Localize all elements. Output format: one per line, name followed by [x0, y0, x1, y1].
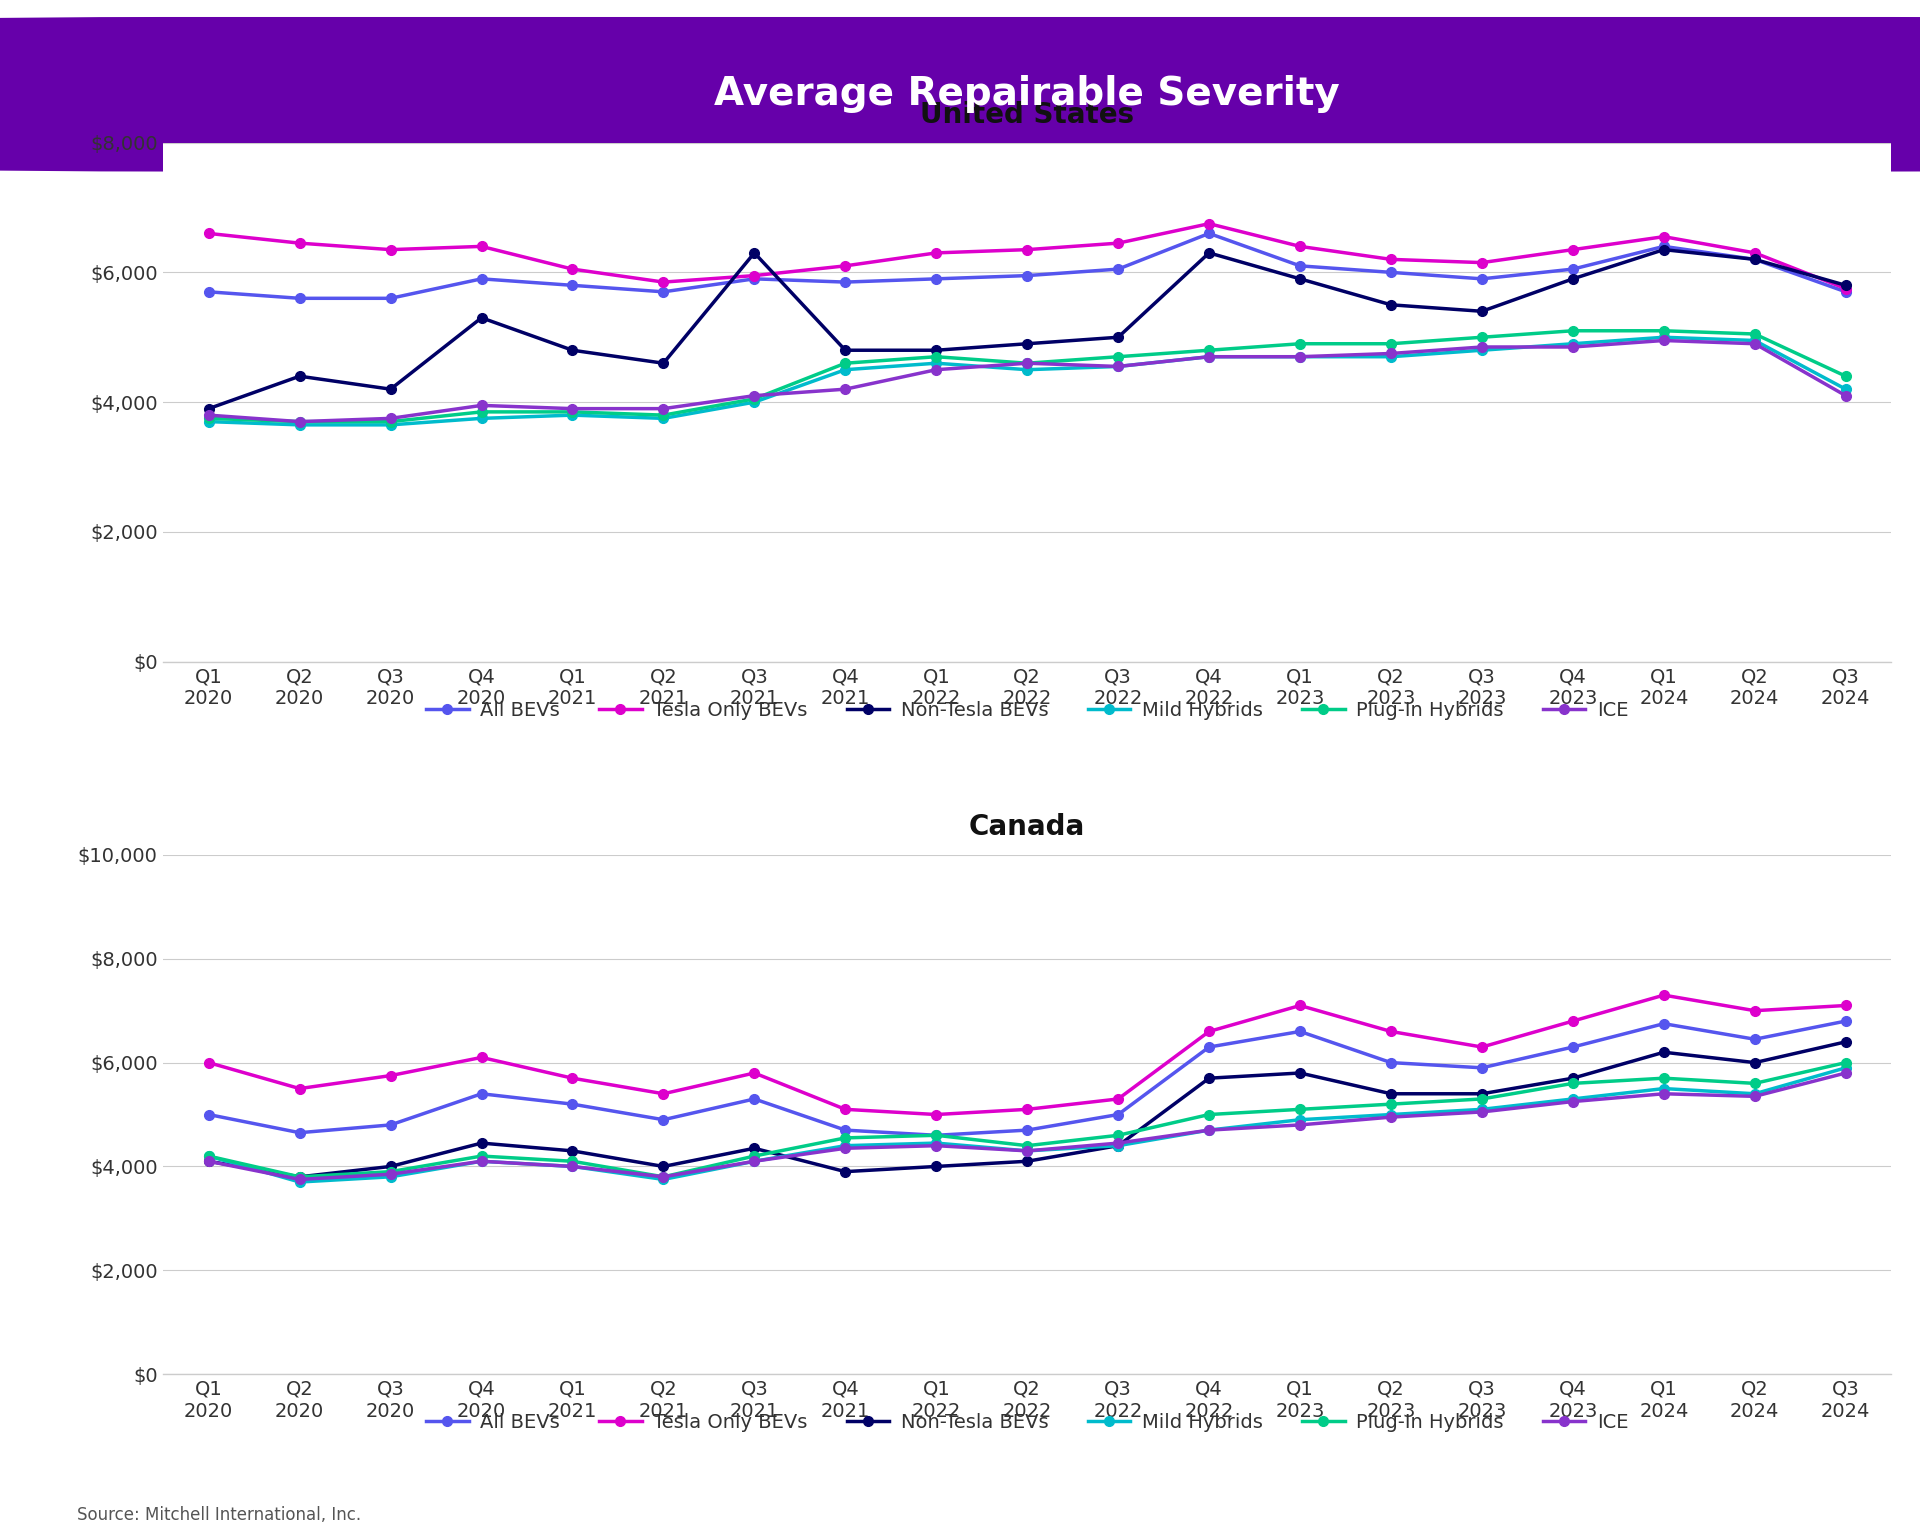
Text: Average Repairable Severity: Average Repairable Severity [714, 75, 1340, 113]
Title: United States: United States [920, 101, 1135, 129]
Title: Canada: Canada [970, 813, 1085, 841]
Legend: All BEVs, Tesla Only BEVs, Non-Tesla BEVs, Mild Hybrids, Plug-In Hybrids, ICE: All BEVs, Tesla Only BEVs, Non-Tesla BEV… [426, 700, 1628, 720]
Text: Source: Mitchell International, Inc.: Source: Mitchell International, Inc. [77, 1506, 361, 1524]
Legend: All BEVs, Tesla Only BEVs, Non-Tesla BEVs, Mild Hybrids, Plug-In Hybrids, ICE: All BEVs, Tesla Only BEVs, Non-Tesla BEV… [426, 1413, 1628, 1432]
